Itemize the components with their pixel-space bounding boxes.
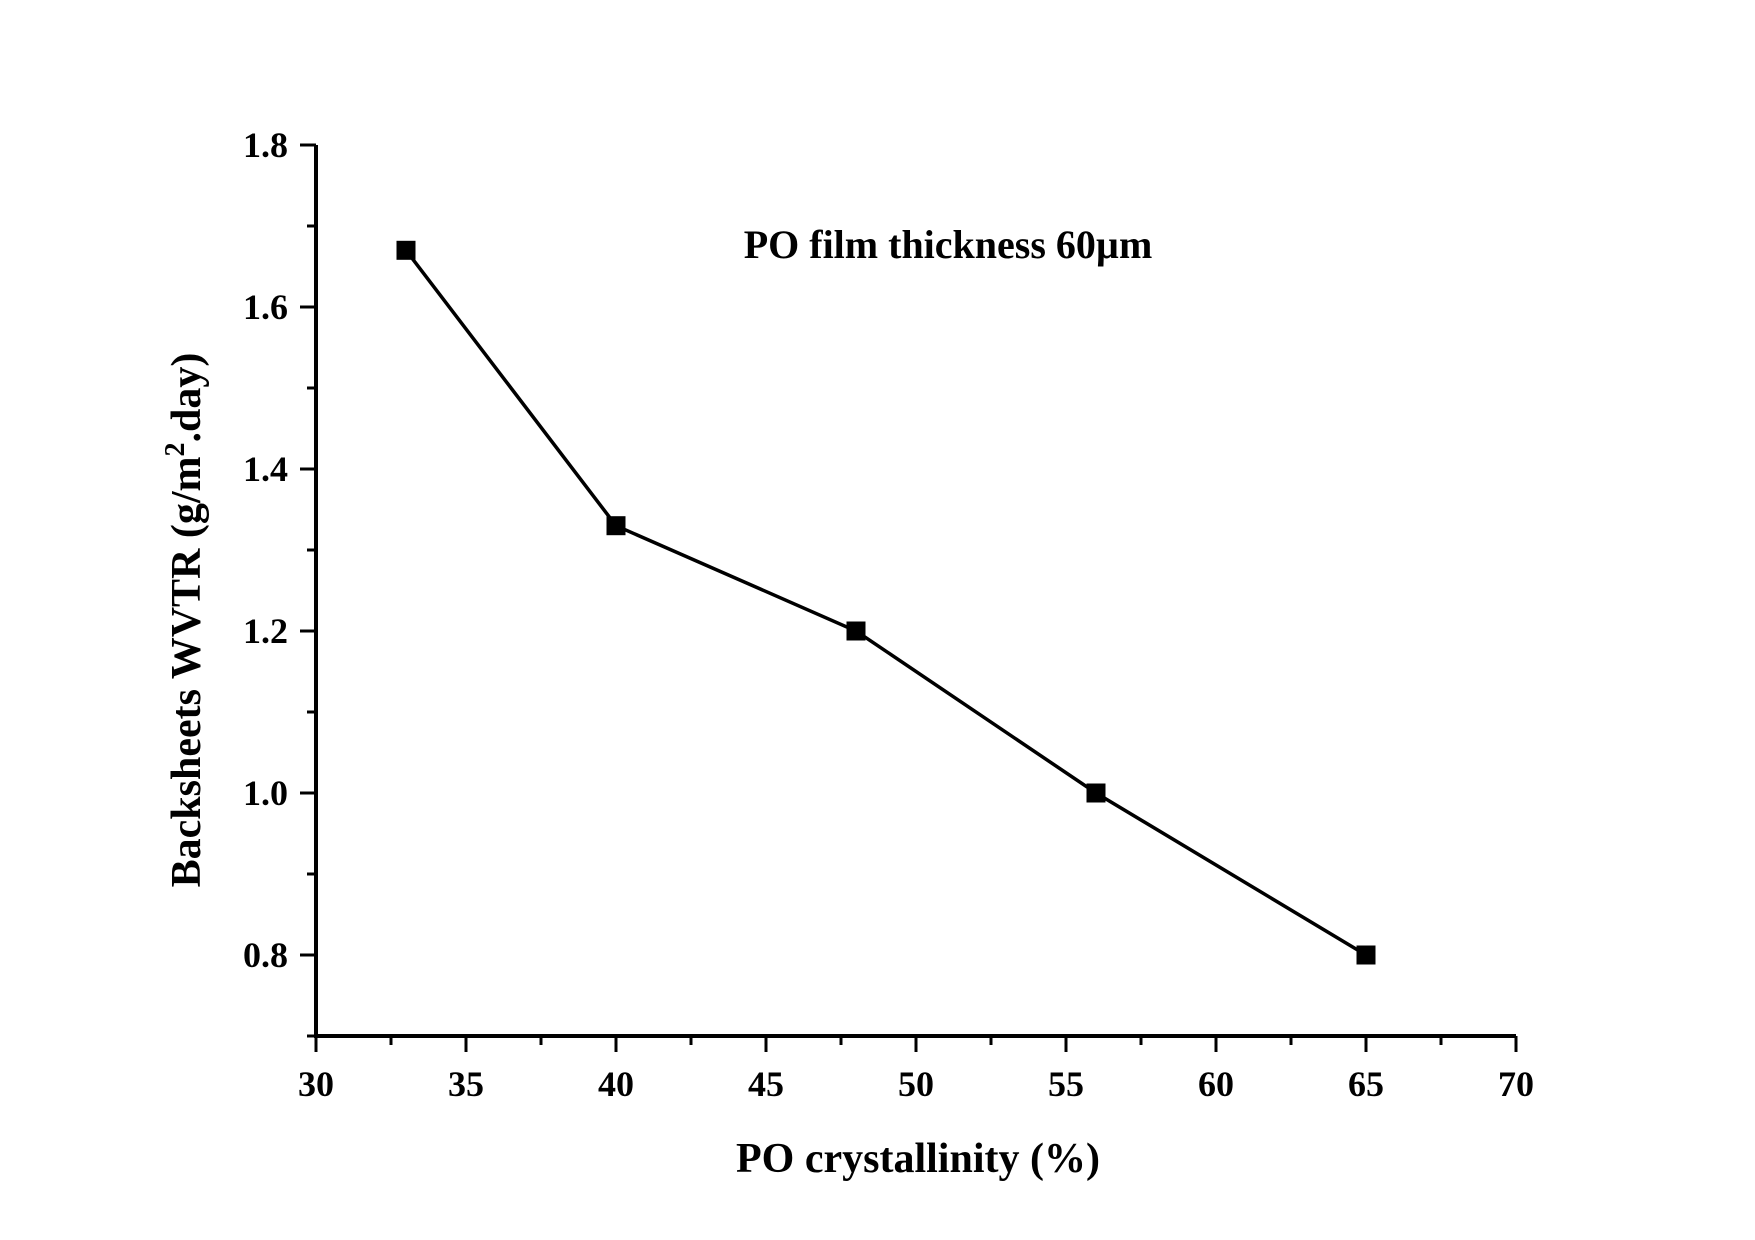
- y-axis-title: Backsheets WVTR (g/m2.day): [160, 353, 210, 888]
- series-group: [396, 240, 1376, 965]
- y-tick-label: 1.6: [243, 287, 288, 327]
- x-tick-label: 65: [1348, 1064, 1384, 1104]
- annotation-text: PO film thickness 60µm: [744, 222, 1153, 267]
- data-point-marker: [1086, 783, 1106, 803]
- x-tick-label: 30: [298, 1064, 334, 1104]
- y-axis-title-main: Backsheets WVTR (g/m: [164, 456, 210, 887]
- x-axis-title: PO crystallinity (%): [736, 1136, 1100, 1182]
- x-tick-label: 35: [448, 1064, 484, 1104]
- data-point-marker: [846, 621, 866, 641]
- y-axis-ticks: 0.8 1.0 1.2 1.4 1.6 1.8: [243, 125, 316, 1038]
- series-line: [404, 249, 1367, 957]
- x-tick-label: 45: [748, 1064, 784, 1104]
- x-tick-label: 60: [1198, 1064, 1234, 1104]
- x-tick-label: 70: [1498, 1064, 1534, 1104]
- data-point-marker: [606, 516, 626, 536]
- y-axis-title-superscript: 2: [160, 442, 191, 456]
- y-tick-label: 1.4: [243, 449, 288, 489]
- y-axis-title-tail: .day): [164, 353, 210, 443]
- axes: [314, 145, 1516, 1038]
- y-tick-label: 1.0: [243, 773, 288, 813]
- data-point-marker: [1356, 945, 1376, 965]
- x-tick-label: 40: [598, 1064, 634, 1104]
- x-axis-ticks: 30 35 40 45 50 55 60 65 70: [298, 1036, 1534, 1104]
- x-tick-label: 50: [898, 1064, 934, 1104]
- y-tick-label: 1.2: [243, 611, 288, 651]
- y-tick-label: 0.8: [243, 935, 288, 975]
- data-point-marker: [396, 240, 416, 260]
- x-tick-label: 55: [1048, 1064, 1084, 1104]
- y-tick-label: 1.8: [243, 125, 288, 165]
